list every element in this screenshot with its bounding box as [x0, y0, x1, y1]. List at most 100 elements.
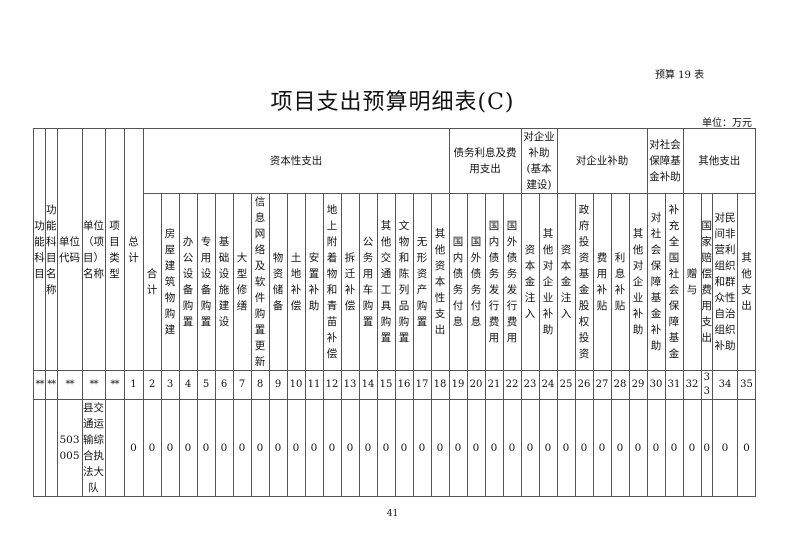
header-column: 国内债务发行费用: [484, 193, 504, 371]
header-column: 无形资产购置: [412, 193, 432, 371]
cell-value: 0: [196, 399, 216, 497]
header-column: 资本金注入: [556, 193, 576, 371]
header-column: 其他交通工具购置: [376, 193, 396, 371]
cell-value: 0: [628, 399, 648, 497]
table-row: 503005 县交通运输综合执法大队 0 0 0 0 0 0 0 0 0 0 0 0 0 0 0 0 0 0 0 0 0 0 0…: [33, 399, 756, 497]
header-group: 债务利息及费用支出: [448, 128, 522, 194]
column-number: 11: [304, 370, 324, 400]
column-number: 17: [412, 370, 432, 400]
header-sub-row: 合计 房屋建筑物购建 办公设备购置 专用设备购置 基础设施建设 大型修缮 信息网络及软件购置…: [34, 193, 756, 371]
column-number: 22: [502, 370, 522, 400]
cell-value: 0: [358, 399, 378, 497]
column-number: 9: [268, 370, 288, 400]
cell-value: 0: [268, 399, 288, 497]
column-number-row: ** ** ** ** ** 1 2 3 4 5 6 7 8 9 10 11 12 13 14 15 16 17 18 19 2…: [33, 370, 756, 400]
column-number: 29: [628, 370, 648, 400]
column-number: 31: [664, 370, 684, 400]
cell-unit-code: 503005: [56, 399, 83, 497]
header-column: 对民间非营利组织和群众性自治组织补助: [712, 193, 738, 371]
column-number: 12: [322, 370, 342, 400]
header-column: 利息补贴: [610, 193, 630, 371]
cell-value: 0: [520, 399, 540, 497]
column-number: 34: [712, 370, 738, 400]
cell-value: 0: [484, 399, 504, 497]
header-column: 国外债务发行费用: [502, 193, 522, 371]
header-column: 赠与: [682, 193, 702, 371]
header-column: 公务用车购置: [358, 193, 378, 371]
header-group: 资本性支出: [142, 128, 450, 194]
cell-func-name: [45, 399, 58, 497]
column-number: 15: [376, 370, 396, 400]
cell-value: 0: [664, 399, 684, 497]
header-group-row: 功能科目 功能科目名称 单位代码 单位（项目）名称 项目类型 总计 资本性支出 债务利息及费用…: [33, 128, 756, 371]
column-number: 16: [394, 370, 414, 400]
header-unit-code: 单位代码: [56, 128, 83, 371]
cell-value: 0: [448, 399, 468, 497]
header-column: 安置补助: [304, 193, 324, 371]
column-number: 5: [196, 370, 216, 400]
cell-value: 0: [160, 399, 180, 497]
header-group: 对社会保障基金补助: [646, 128, 684, 194]
header-column: 资本金注入: [520, 193, 540, 371]
header-group: 其他支出: [682, 128, 756, 194]
header-column: 物资储备: [268, 193, 288, 371]
unit-label: 单位：万元: [702, 118, 752, 129]
header-func-name: 功能科目名称: [45, 128, 58, 371]
cell-value: 0: [646, 399, 666, 497]
cell-value: 0: [737, 399, 756, 497]
cell-value: 0: [376, 399, 396, 497]
cell-value: 0: [142, 399, 162, 497]
header-column: 大型修缮: [232, 193, 252, 371]
column-number: 30: [646, 370, 666, 400]
header-column: 房屋建筑物购建: [160, 193, 180, 371]
column-number: 35: [737, 370, 756, 400]
cell-value: 0: [712, 399, 738, 497]
column-number: 1: [123, 370, 144, 400]
cell-value: 0: [430, 399, 450, 497]
header-column: 国内债务付息: [448, 193, 468, 371]
header-column: 国外债务付息: [466, 193, 486, 371]
column-number: 10: [286, 370, 306, 400]
cell-value: 0: [394, 399, 414, 497]
column-number: 20: [466, 370, 486, 400]
column-number: 28: [610, 370, 630, 400]
header-column: 对社会保障基金补助: [646, 193, 666, 371]
header-group: 对企业补助: [556, 128, 648, 194]
header-column: 费用补贴: [592, 193, 612, 371]
cell-value: 0: [286, 399, 306, 497]
header-column: 办公设备购置: [178, 193, 198, 371]
column-number: 25: [556, 370, 576, 400]
cell-value: 0: [556, 399, 576, 497]
column-number: 21: [484, 370, 504, 400]
cell-value: 0: [682, 399, 702, 497]
header-column: 合计: [142, 193, 162, 371]
cell-value: 0: [214, 399, 234, 497]
column-number: 3: [160, 370, 180, 400]
header-column: 信息网络及软件购置更新: [250, 193, 270, 371]
column-number: 4: [178, 370, 198, 400]
column-number: **: [81, 370, 106, 400]
header-column: 地上附着物和青苗补偿: [322, 193, 342, 371]
header-column: 其他对企业补助: [538, 193, 558, 371]
column-number: 14: [358, 370, 378, 400]
cell-func-code: [33, 399, 46, 497]
header-column: 国家赔偿费用支出: [700, 193, 713, 371]
header-column: 其他资本性支出: [430, 193, 450, 371]
page-title: 项目支出预算明细表(C): [270, 90, 515, 115]
header-column: 文物和陈列品购置: [394, 193, 414, 371]
cell-value: 0: [304, 399, 324, 497]
header-project-type: 项目类型: [104, 128, 125, 371]
column-number: 19: [448, 370, 468, 400]
cell-project-type: [104, 399, 125, 497]
cell-value: 0: [232, 399, 252, 497]
cell-value: 0: [340, 399, 360, 497]
header-column: 补充全国社会保障基金: [664, 193, 684, 371]
cell-value: 0: [574, 399, 594, 497]
cell-value: 0: [412, 399, 432, 497]
column-number: 33: [700, 370, 713, 400]
column-number: 2: [142, 370, 162, 400]
cell-value: 0: [610, 399, 630, 497]
page-number: 41: [386, 509, 399, 519]
column-number: **: [56, 370, 83, 400]
cell-value: 0: [250, 399, 270, 497]
